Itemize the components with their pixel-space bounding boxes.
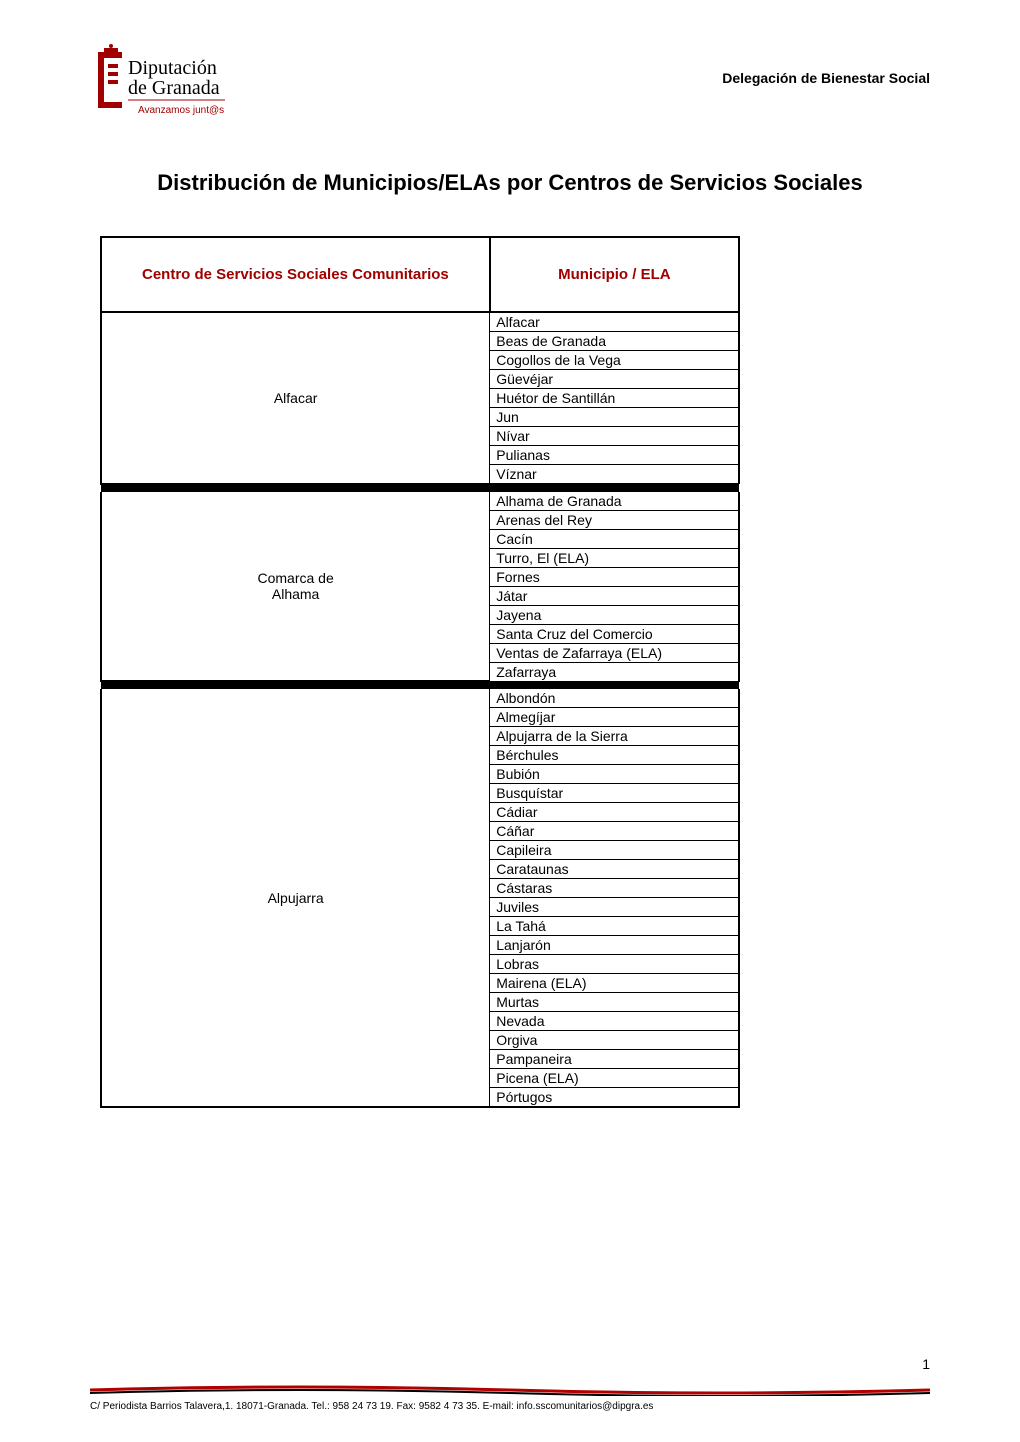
municipio-cell: Ventas de Zafarraya (ELA) bbox=[490, 643, 739, 662]
municipio-cell: Nívar bbox=[490, 427, 739, 446]
group-separator bbox=[101, 484, 739, 492]
municipio-cell: Játar bbox=[490, 586, 739, 605]
municipio-cell: Zafarraya bbox=[490, 662, 739, 681]
page-number: 1 bbox=[922, 1356, 930, 1372]
municipio-cell: Busquístar bbox=[490, 784, 739, 803]
municipio-cell: Huétor de Santillán bbox=[490, 389, 739, 408]
svg-text:Diputación: Diputación bbox=[128, 57, 217, 79]
centro-cell: Alfacar bbox=[101, 312, 490, 484]
table-body: AlfacarAlfacarBeas de GranadaCogollos de… bbox=[101, 312, 739, 1107]
municipio-cell: Lobras bbox=[490, 955, 739, 974]
page-title: Distribución de Municipios/ELAs por Cent… bbox=[90, 170, 930, 196]
municipio-cell: Jun bbox=[490, 408, 739, 427]
municipio-cell: Juviles bbox=[490, 898, 739, 917]
municipio-cell: Cáñar bbox=[490, 822, 739, 841]
page-header: Diputación de Granada Avanzamos junt@s D… bbox=[90, 40, 930, 130]
municipio-cell: Bubión bbox=[490, 765, 739, 784]
logo-diputacion-granada: Diputación de Granada Avanzamos junt@s bbox=[90, 40, 230, 130]
municipio-cell: Cádiar bbox=[490, 803, 739, 822]
svg-text:de Granada: de Granada bbox=[128, 77, 220, 99]
municipio-cell: Fornes bbox=[490, 567, 739, 586]
municipio-cell: Cástaras bbox=[490, 879, 739, 898]
footer-divider bbox=[90, 1383, 930, 1395]
municipio-cell: Güevéjar bbox=[490, 370, 739, 389]
delegation-title: Delegación de Bienestar Social bbox=[722, 70, 930, 86]
centro-cell: Comarca de Alhama bbox=[101, 492, 490, 682]
municipio-cell: Alfacar bbox=[490, 312, 739, 332]
municipio-cell: Alhama de Granada bbox=[490, 492, 739, 511]
table-row: AlpujarraAlbondón bbox=[101, 689, 739, 708]
page-footer: C/ Periodista Barrios Talavera,1. 18071-… bbox=[90, 1383, 930, 1412]
municipio-cell: Beas de Granada bbox=[490, 332, 739, 351]
municipio-cell: Cogollos de la Vega bbox=[490, 351, 739, 370]
col-header-centro: Centro de Servicios Sociales Comunitario… bbox=[101, 237, 490, 312]
municipio-cell: Cacín bbox=[490, 529, 739, 548]
municipio-cell: Lanjarón bbox=[490, 936, 739, 955]
municipio-cell: La Tahá bbox=[490, 917, 739, 936]
table-row: Comarca de AlhamaAlhama de Granada bbox=[101, 492, 739, 511]
municipio-cell: Capileira bbox=[490, 841, 739, 860]
municipio-cell: Turro, El (ELA) bbox=[490, 548, 739, 567]
table-header-row: Centro de Servicios Sociales Comunitario… bbox=[101, 237, 739, 312]
col-header-municipio: Municipio / ELA bbox=[490, 237, 739, 312]
municipio-cell: Bérchules bbox=[490, 746, 739, 765]
municipio-cell: Jayena bbox=[490, 605, 739, 624]
table-row: AlfacarAlfacar bbox=[101, 312, 739, 332]
centro-cell: Alpujarra bbox=[101, 689, 490, 1107]
municipio-cell: Picena (ELA) bbox=[490, 1069, 739, 1088]
svg-text:Avanzamos junt@s: Avanzamos junt@s bbox=[138, 105, 224, 116]
footer-contact-text: C/ Periodista Barrios Talavera,1. 18071-… bbox=[90, 1401, 930, 1412]
municipio-cell: Carataunas bbox=[490, 860, 739, 879]
distribution-table: Centro de Servicios Sociales Comunitario… bbox=[100, 236, 740, 1108]
municipio-cell: Pórtugos bbox=[490, 1088, 739, 1108]
municipio-cell: Arenas del Rey bbox=[490, 510, 739, 529]
municipio-cell: Mairena (ELA) bbox=[490, 974, 739, 993]
municipio-cell: Almegíjar bbox=[490, 708, 739, 727]
municipio-cell: Pulianas bbox=[490, 446, 739, 465]
municipio-cell: Orgiva bbox=[490, 1031, 739, 1050]
municipio-cell: Víznar bbox=[490, 465, 739, 484]
municipio-cell: Santa Cruz del Comercio bbox=[490, 624, 739, 643]
municipio-cell: Nevada bbox=[490, 1012, 739, 1031]
group-separator bbox=[101, 681, 739, 689]
municipio-cell: Albondón bbox=[490, 689, 739, 708]
logo-container: Diputación de Granada Avanzamos junt@s bbox=[90, 40, 230, 130]
municipio-cell: Pampaneira bbox=[490, 1050, 739, 1069]
municipio-cell: Alpujarra de la Sierra bbox=[490, 727, 739, 746]
municipio-cell: Murtas bbox=[490, 993, 739, 1012]
table-wrapper: Centro de Servicios Sociales Comunitario… bbox=[100, 236, 930, 1108]
